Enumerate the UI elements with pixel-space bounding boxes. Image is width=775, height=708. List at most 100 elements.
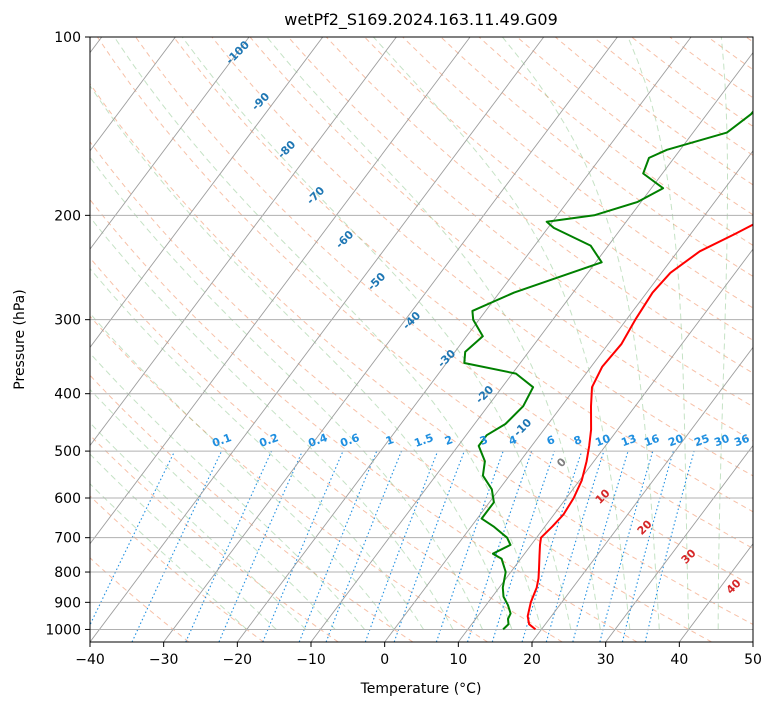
- mixing-ratio-line: [491, 450, 555, 642]
- dry-adiabat: [90, 198, 638, 642]
- mixing-ratio-label: 13: [619, 432, 638, 449]
- x-axis-label: Temperature (°C): [360, 681, 482, 697]
- dry-adiabat: [364, 37, 753, 341]
- dry-adiabat: [90, 140, 712, 642]
- mixing-ratio-label: 4: [507, 433, 519, 448]
- mixing-ratio-label: 36: [732, 432, 751, 450]
- mixing-ratio-line: [545, 450, 605, 642]
- isotherm-line: [236, 37, 692, 642]
- mixing-ratio-label: 3: [478, 433, 490, 448]
- moist-adiabat: [717, 37, 728, 630]
- dry-adiabat: [402, 37, 753, 309]
- mixing-ratio-label: 6: [545, 433, 557, 448]
- isotherm-line: [90, 37, 176, 152]
- mixing-ratio-line: [435, 450, 504, 642]
- isotherm-line: [90, 37, 250, 250]
- mixing-ratio-label: 0.2: [257, 431, 280, 450]
- x-tick-label: −20: [223, 652, 253, 668]
- y-tick-label: 1000: [45, 622, 81, 638]
- plot-frame: [89, 36, 754, 643]
- mixing-ratio-label: 30: [712, 432, 731, 450]
- isotherm-line: [310, 51, 753, 642]
- mixing-ratio-line: [218, 450, 303, 642]
- moist-adiabat: [90, 483, 248, 630]
- x-tick-label: −40: [75, 652, 105, 668]
- y-tick-label: 700: [54, 531, 81, 547]
- x-axis-ticks: −40 −30 −20 −10 0 10 20 30 40 50: [75, 642, 762, 668]
- isotherm-line: [163, 37, 618, 642]
- y-tick-label: 500: [54, 444, 81, 460]
- dry-adiabat: [173, 37, 753, 513]
- y-tick-label: 900: [54, 595, 81, 611]
- isotherm-line: [605, 444, 753, 642]
- isotherm-line: [90, 37, 397, 447]
- isotherm-line: [90, 37, 324, 349]
- mixing-ratio-label: 1.5: [412, 431, 435, 450]
- mixing-ratio-line: [185, 450, 273, 642]
- mixing-ratio-label: 25: [692, 432, 711, 449]
- y-axis-label: Pressure (hPa): [12, 289, 28, 389]
- x-tick-label: 0: [380, 652, 389, 668]
- moist-adiabat: [90, 422, 307, 630]
- y-tick-label: 600: [54, 491, 81, 507]
- moist-adiabat: [627, 37, 690, 630]
- moist-adiabat: [181, 37, 572, 630]
- dry-adiabat: [96, 37, 753, 587]
- mixing-ratio-label: 20: [666, 432, 685, 450]
- isotherm-line: [384, 150, 753, 642]
- moist-adiabat: [90, 453, 277, 630]
- mixing-ratio-label: 8: [572, 433, 584, 448]
- mixing-ratio-label: 2: [443, 433, 455, 448]
- isotherm-line: [531, 346, 753, 642]
- moist-adiabat: [90, 352, 365, 630]
- mixing-ratio-label: 0.6: [338, 431, 361, 450]
- x-tick-label: 40: [670, 652, 688, 668]
- moist-adiabat: [90, 216, 454, 630]
- moist-adiabat: [90, 267, 424, 630]
- moist-adiabat: [373, 37, 631, 630]
- isotherm-line: [752, 641, 753, 642]
- mixing-ratio-label: 0.1: [210, 431, 233, 450]
- profile-lines: [463, 110, 753, 631]
- mixing-ratio-line: [90, 450, 176, 627]
- plot-background: [90, 37, 753, 642]
- dry-adiabat: [90, 257, 563, 642]
- dry-adiabat: [211, 37, 753, 477]
- isotherm-line: [457, 248, 753, 642]
- moist-adiabat: [266, 37, 601, 630]
- y-axis-ticks: 100 200 300 400 500 600 700 800 900 1000: [45, 30, 90, 638]
- moist-adiabat: [90, 388, 336, 630]
- moist-adiabat: [90, 85, 513, 630]
- isotherm-line: [90, 37, 545, 642]
- mixing-ratio-line: [325, 450, 403, 642]
- y-tick-label: 200: [54, 208, 81, 224]
- background-lines: [90, 37, 753, 642]
- mixing-ratio-label: 0.4: [306, 431, 329, 450]
- moist-adiabat: [502, 37, 660, 630]
- y-tick-label: 800: [54, 565, 81, 581]
- x-tick-label: −10: [296, 652, 326, 668]
- chart-title: wetPf2_S169.2024.163.11.49.G09: [284, 10, 558, 30]
- mixing-ratio-line: [466, 450, 533, 642]
- x-tick-label: 10: [449, 652, 467, 668]
- x-tick-label: 20: [523, 652, 541, 668]
- mixing-ratio-line: [572, 450, 629, 642]
- moist-adiabat: [90, 156, 483, 630]
- profile-line: [463, 110, 753, 631]
- mixing-ratio-line: [262, 450, 344, 642]
- dry-adiabat: [90, 557, 190, 642]
- mixing-ratio-line: [364, 450, 439, 642]
- x-tick-label: −30: [149, 652, 179, 668]
- mixing-ratio-label: 1: [384, 433, 396, 448]
- y-tick-label: 100: [54, 30, 81, 46]
- x-tick-label: 30: [597, 652, 615, 668]
- mixing-ratio-line: [298, 450, 378, 642]
- isotherm-line: [90, 37, 471, 545]
- dry-adiabat: [287, 37, 753, 408]
- y-tick-label: 400: [54, 387, 81, 403]
- mixing-ratio-label: 10: [593, 432, 612, 450]
- x-tick-label: 50: [744, 652, 762, 668]
- moist-adiabat: [90, 312, 395, 630]
- mixing-ratio-label: 16: [642, 432, 661, 450]
